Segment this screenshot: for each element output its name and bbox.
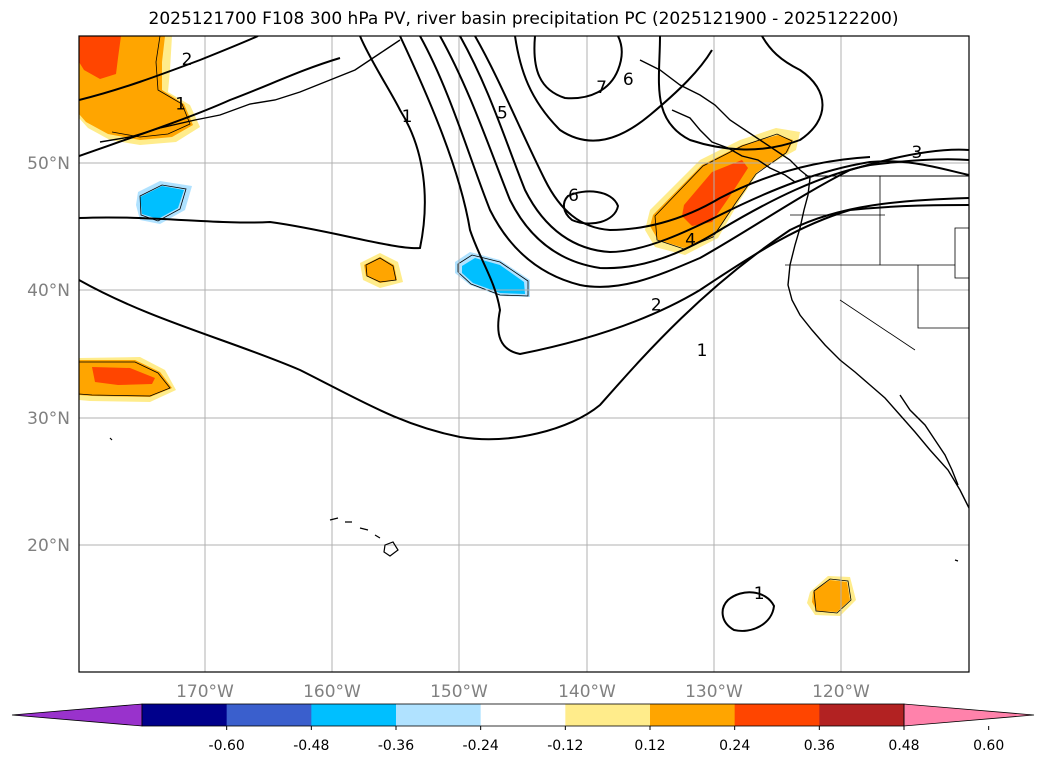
lon-tick-label: 160°W xyxy=(303,682,361,702)
lat-axis: 20°N 30°N 40°N 50°N xyxy=(27,154,70,556)
pv-contour-1-south-ring xyxy=(721,591,776,632)
colorbar-tick-label: -0.12 xyxy=(547,738,583,754)
colorbar-frame xyxy=(141,703,905,727)
colorbar-bin xyxy=(311,704,397,726)
contour-label: 2 xyxy=(182,50,193,70)
outline-small xyxy=(365,257,397,283)
pv-contour-6-outer xyxy=(474,36,871,232)
outline-neg-w xyxy=(139,184,187,222)
outline-s xyxy=(813,578,852,614)
colorbar-tick-label: 0.60 xyxy=(973,738,1004,754)
lat-tick-label: 30°N xyxy=(27,409,70,429)
pv-contours xyxy=(79,36,969,632)
contour-label: 1 xyxy=(754,584,765,604)
shade-neg-c-core xyxy=(462,258,525,294)
pv-contour-6-north xyxy=(514,36,713,142)
gridlines xyxy=(79,36,969,672)
pv-contour-1-south xyxy=(79,197,969,441)
pv-contour-6-ring xyxy=(562,190,620,225)
colorbar-bin xyxy=(819,704,905,726)
coast-aleutians xyxy=(99,39,401,143)
map-title: 2025121700 F108 300 hPa PV, river basin … xyxy=(148,9,899,29)
colorbar: -0.60 -0.48 -0.36 -0.24 -0.12 0.12 0.24 0.36 0.4… xyxy=(11,703,1035,754)
map-frame xyxy=(78,35,970,673)
colorbar-tick-label: -0.36 xyxy=(378,738,414,754)
pv-contour-4 xyxy=(439,36,969,270)
contour-label: 6 xyxy=(623,70,634,90)
outline-nw xyxy=(111,36,191,138)
colorbar-bin xyxy=(650,704,736,726)
contour-label: 4 xyxy=(685,231,696,251)
lat-tick-label: 20°N xyxy=(27,536,70,556)
colorbar-tick-label: 0.12 xyxy=(634,738,665,754)
colorbar-tick-label: 0.48 xyxy=(888,738,919,754)
border-states xyxy=(785,176,969,351)
colorbar-bin xyxy=(226,704,312,726)
outline-w xyxy=(79,361,171,397)
coast-islands-sw xyxy=(109,437,959,562)
colorbar-bin xyxy=(565,704,651,726)
pv-contour-5 xyxy=(459,36,969,254)
contour-label: 1 xyxy=(402,107,413,127)
lon-tick-label: 170°W xyxy=(176,682,234,702)
lon-tick-label: 140°W xyxy=(558,682,616,702)
pv-contour-1-north xyxy=(79,36,426,250)
colorbar-tick-label: -0.48 xyxy=(293,738,329,754)
contour-label: 1 xyxy=(175,94,186,114)
colorbar-bin xyxy=(480,704,566,726)
colorbar-tick-label: 0.36 xyxy=(804,738,835,754)
lat-tick-label: 40°N xyxy=(27,281,70,301)
contour-label: 7 xyxy=(596,78,607,98)
coast-us-west xyxy=(787,177,969,509)
coastlines xyxy=(99,39,969,562)
pv-contour-1-nw xyxy=(79,57,341,157)
lon-tick-label: 120°W xyxy=(812,682,870,702)
contour-label: 3 xyxy=(911,143,922,163)
lon-tick-label: 130°W xyxy=(685,682,743,702)
coast-hawaii xyxy=(329,517,399,557)
pv-contour-2-nw xyxy=(79,36,259,101)
colorbar-tick-label: 0.24 xyxy=(719,738,750,754)
pv-contour-7 xyxy=(533,36,623,100)
precip-shading xyxy=(79,36,856,616)
coast-alaska-panhandle xyxy=(639,59,811,179)
colorbar-tick-label: -0.24 xyxy=(463,738,499,754)
colorbar-extend-low xyxy=(11,703,143,727)
contour-label: 6 xyxy=(568,186,579,206)
pv-contour-2-main xyxy=(399,36,969,356)
colorbar-bin xyxy=(734,704,820,726)
shade-pos-nw-core xyxy=(79,36,121,79)
coast-bc-islands xyxy=(671,109,796,183)
contour-label: 1 xyxy=(697,341,708,361)
contour-label: 2 xyxy=(651,295,662,315)
contour-label: 5 xyxy=(497,103,508,123)
pv-contour-inner-north xyxy=(657,36,824,151)
shade-pos-w-core xyxy=(92,367,155,385)
shade-neg-w-core xyxy=(140,186,184,219)
colorbar-tick-label: -0.60 xyxy=(209,738,245,754)
colorbar-extend-high xyxy=(903,703,1035,727)
lon-tick-label: 150°W xyxy=(430,682,488,702)
coast-baja xyxy=(899,394,959,486)
lat-tick-label: 50°N xyxy=(27,154,70,174)
colorbar-bin xyxy=(396,704,482,726)
colorbar-bin xyxy=(142,704,228,726)
lon-axis: 170°W 160°W 150°W 140°W 130°W 120°W xyxy=(176,682,870,702)
